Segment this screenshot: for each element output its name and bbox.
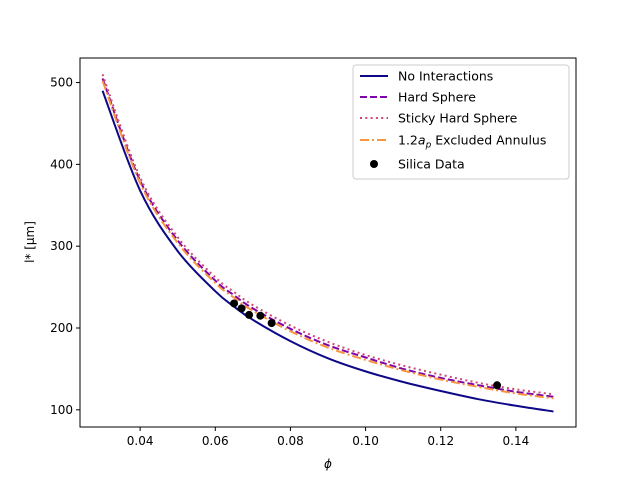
x-axis-label: ϕ [324, 457, 332, 471]
y-tick-label: 400 [50, 157, 73, 171]
scatter-layer [230, 299, 502, 390]
legend-box [352, 64, 570, 180]
series-line-3 [101, 74, 554, 396]
legend-label-3: Sticky Hard Sphere [398, 111, 518, 126]
legend-swatch-silica [370, 160, 378, 168]
plot-area [79, 57, 577, 428]
y-tick-label: 200 [50, 321, 73, 335]
y-tick-label: 300 [50, 239, 73, 253]
x-tick-label: 0.04 [127, 434, 154, 448]
x-axis-ticks: 0.04 0.06 0.08 0.10 0.12 0.14 [127, 427, 529, 448]
legend-label-2: Hard Sphere [398, 90, 476, 105]
x-tick-label: 0.08 [277, 434, 304, 448]
y-tick-label: 100 [50, 403, 73, 417]
data-point [493, 381, 502, 390]
y-tick-label: 500 [50, 76, 73, 90]
axes-frame [79, 57, 577, 428]
x-tick-label: 0.10 [352, 434, 379, 448]
y-axis-label: l* [μm] [23, 221, 37, 263]
data-point [245, 310, 254, 319]
legend: No Interactions Hard Sphere Sticky Hard Sp… [352, 64, 570, 180]
x-tick-label: 0.06 [202, 434, 229, 448]
legend-label-4: 1.2ap Excluded Annulus [398, 133, 546, 151]
series-line-2 [101, 78, 554, 398]
series-line-4 [101, 80, 554, 400]
data-point [230, 299, 239, 308]
x-tick-label: 0.14 [503, 434, 530, 448]
data-point [267, 319, 276, 328]
data-point [237, 304, 246, 313]
data-point [256, 311, 265, 320]
series-line-1 [101, 90, 554, 413]
legend-items: No Interactions Hard Sphere Sticky Hard Sp… [360, 69, 546, 172]
legend-label-silica: Silica Data [398, 157, 465, 172]
legend-label-1: No Interactions [398, 69, 493, 84]
x-tick-label: 0.12 [427, 434, 454, 448]
y-axis-ticks: 100 200 300 400 500 [50, 76, 80, 417]
series-layer [101, 74, 554, 413]
